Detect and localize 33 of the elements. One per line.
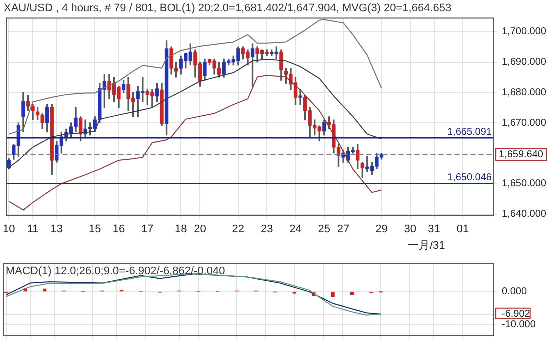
y-tick-label: -6.902	[502, 309, 531, 320]
x-tick-label: 17	[142, 223, 154, 236]
x-tick-label: 11	[27, 223, 39, 236]
chart-title: MACD(1) 12.0;26.0;9.0=-6.902/-6.862/-0.040	[6, 266, 226, 278]
ref-line-label: 1,665.091	[448, 126, 492, 138]
x-tick-label: 25	[318, 223, 331, 236]
x-tick-label: 15	[89, 223, 102, 236]
y-tick-label: -10.000	[502, 319, 536, 330]
x-tick-label: 24	[290, 223, 302, 236]
x-tick-label: 29	[376, 223, 388, 236]
y-tick-label: 1,650.000	[502, 178, 547, 190]
x-tick-label: 10	[3, 223, 16, 236]
x-tick-label: 27	[337, 223, 350, 236]
y-tick-label: 1,640.000	[502, 209, 547, 220]
text: 一月/31	[408, 240, 446, 252]
x-tick-label: 16	[112, 223, 126, 236]
x-tick-label: 22	[232, 223, 245, 236]
x-tick-label: 31	[428, 223, 440, 236]
y-tick-label: 1,680.000	[502, 87, 547, 98]
x-tick-label: 30	[404, 223, 417, 236]
y-tick-label: 0.000	[502, 286, 528, 298]
x-tick-label: 13	[50, 223, 64, 236]
x-tick-label: 01	[456, 223, 470, 236]
x-tick-label: 18	[174, 223, 188, 236]
candlestick	[298, 89, 302, 106]
y-tick-label: 1,690.000	[502, 57, 547, 68]
x-tick-label: 20	[194, 223, 206, 236]
ref-line-label: 1,650.046	[448, 172, 492, 184]
ref-line-label: 1,659.640	[499, 149, 544, 160]
y-tick-label: 1,670.000	[502, 118, 547, 129]
chart-title: XAU/USD , 4 hours, # 79 / 801, BOL(1) 20;2.0=1,681.402/1,647.904, MVG(3) 20=1,664.653	[4, 2, 452, 15]
x-tick-label: 23	[260, 223, 274, 236]
y-tick-label: 1,700.000	[502, 26, 547, 38]
